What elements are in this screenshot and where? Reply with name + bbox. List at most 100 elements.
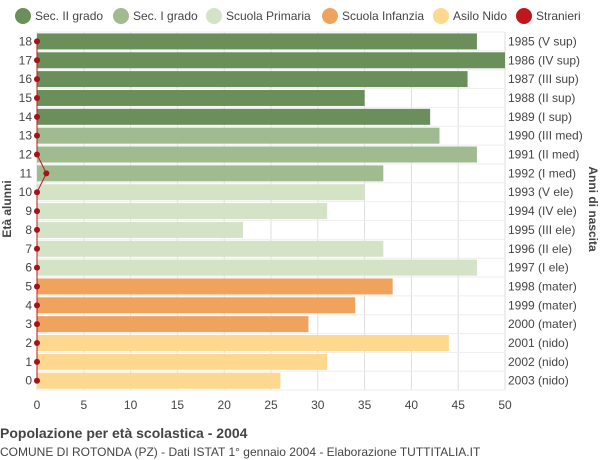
bar [37,372,281,389]
stranieri-line [34,38,50,384]
bar [37,71,468,88]
y-tick-label-age: 15 [19,91,33,105]
legend-label: Scuola Primaria [226,9,311,23]
y-tick-label-birth: 2003 (nido) [508,374,569,388]
y-tick-label-birth: 1989 (I sup) [508,110,572,124]
y-tick-label-age: 13 [19,129,33,143]
legend-marker [113,8,129,24]
stranieri-point [34,358,40,365]
y-tick-label-birth: 1986 (IV sup) [508,53,580,67]
y-tick-label-birth: 1985 (V sup) [508,34,577,48]
y-tick-label-birth: 1997 (I ele) [508,261,569,275]
y-tick-label-age: 6 [25,261,32,275]
bar [37,146,477,163]
bar [37,33,477,50]
y-tick-label-age: 18 [19,34,33,48]
y-tick-label-birth: 1992 (I med) [508,166,576,180]
bar [37,335,449,352]
y-tick-label-birth: 1994 (IV ele) [508,204,577,218]
y-tick-label-age: 0 [25,374,32,388]
x-tick-label: 10 [124,398,138,412]
x-tick-label: 50 [498,398,512,412]
x-tick-label: 35 [358,398,372,412]
stranieri-point [34,57,40,64]
stranieri-point [34,38,40,45]
y-tick-label-birth: 1990 (III med) [508,129,583,143]
x-tick-label: 5 [80,398,87,412]
legend-label: Asilo Nido [453,9,507,23]
y-axis-label-left: Età alunni [0,180,14,237]
x-tick-label: 40 [405,398,419,412]
stranieri-point [34,76,40,83]
stranieri-point [43,170,50,177]
bar [37,240,384,257]
stranieri-point [34,151,40,158]
y-axis-label-right: Anni di nascita [586,166,600,252]
stranieri-point [34,302,40,309]
stranieri-point [34,189,40,196]
y-tick-label-age: 11 [20,166,33,180]
y-tick-label-age: 8 [25,223,32,237]
y-tick-label-birth: 1996 (II ele) [508,242,572,256]
bar [37,52,505,69]
bar [37,259,477,276]
y-tick-label-birth: 2001 (nido) [508,336,569,350]
x-tick-label: 0 [34,398,41,412]
legend-marker [206,8,222,24]
y-tick-label-birth: 1991 (II med) [508,148,579,162]
bar [37,353,328,370]
y-tick-label-age: 12 [19,148,33,162]
bar [37,184,365,201]
x-tick-label: 25 [264,398,278,412]
y-tick-label-birth: 1993 (V ele) [508,185,573,199]
y-tick-label-birth: 1995 (III ele) [508,223,575,237]
x-tick-label: 15 [171,398,185,412]
legend-marker [15,8,31,24]
stranieri-point [34,340,40,347]
y-tick-label-birth: 2000 (mater) [508,317,577,331]
x-tick-label: 20 [218,398,232,412]
y-tick-label-birth: 1998 (mater) [508,279,577,293]
legend: Sec. II grado Sec. I grado Scuola Primaria… [15,8,581,24]
stranieri-point [34,377,40,384]
stranieri-point [34,132,40,139]
y-tick-label-age: 5 [25,279,32,293]
y-tick-label-age: 7 [25,242,32,256]
legend-marker [322,8,338,24]
y-tick-label-age: 1 [25,355,32,369]
stranieri-point [34,94,40,101]
bar [37,89,365,106]
y-tick-label-age: 10 [19,185,33,199]
y-tick-label-birth: 1999 (mater) [508,298,577,312]
bar [37,203,328,220]
bar [37,108,431,125]
bar [37,278,393,295]
y-tick-label-age: 17 [19,53,33,67]
y-tick-label-age: 3 [25,317,32,331]
stranieri-point [34,226,40,233]
bar [37,127,440,144]
bar [37,165,384,182]
legend-marker [516,8,532,24]
stranieri-point [34,208,40,215]
stranieri-point [34,283,40,290]
y-tick-label-age: 14 [19,110,33,124]
stranieri-point [34,264,40,271]
y-tick-label-age: 2 [25,336,32,350]
y-tick-label-birth: 1987 (III sup) [508,72,579,86]
stranieri-point [34,113,40,120]
y-tick-label-age: 16 [19,72,33,86]
x-tick-label: 45 [452,398,466,412]
legend-label: Sec. I grado [133,9,198,23]
stranieri-point [34,321,40,328]
legend-label: Sec. II grado [35,9,103,23]
bar [37,221,243,238]
chart-title: Popolazione per età scolastica - 2004 [0,425,248,441]
legend-marker [433,8,449,24]
chart-subtitle: COMUNE DI ROTONDA (PZ) - Dati ISTAT 1° g… [0,445,481,459]
x-tick-label: 30 [311,398,325,412]
bar [37,297,356,314]
stranieri-point [34,245,40,252]
y-tick-label-birth: 2002 (nido) [508,355,569,369]
legend-label: Scuola Infanzia [342,9,424,23]
